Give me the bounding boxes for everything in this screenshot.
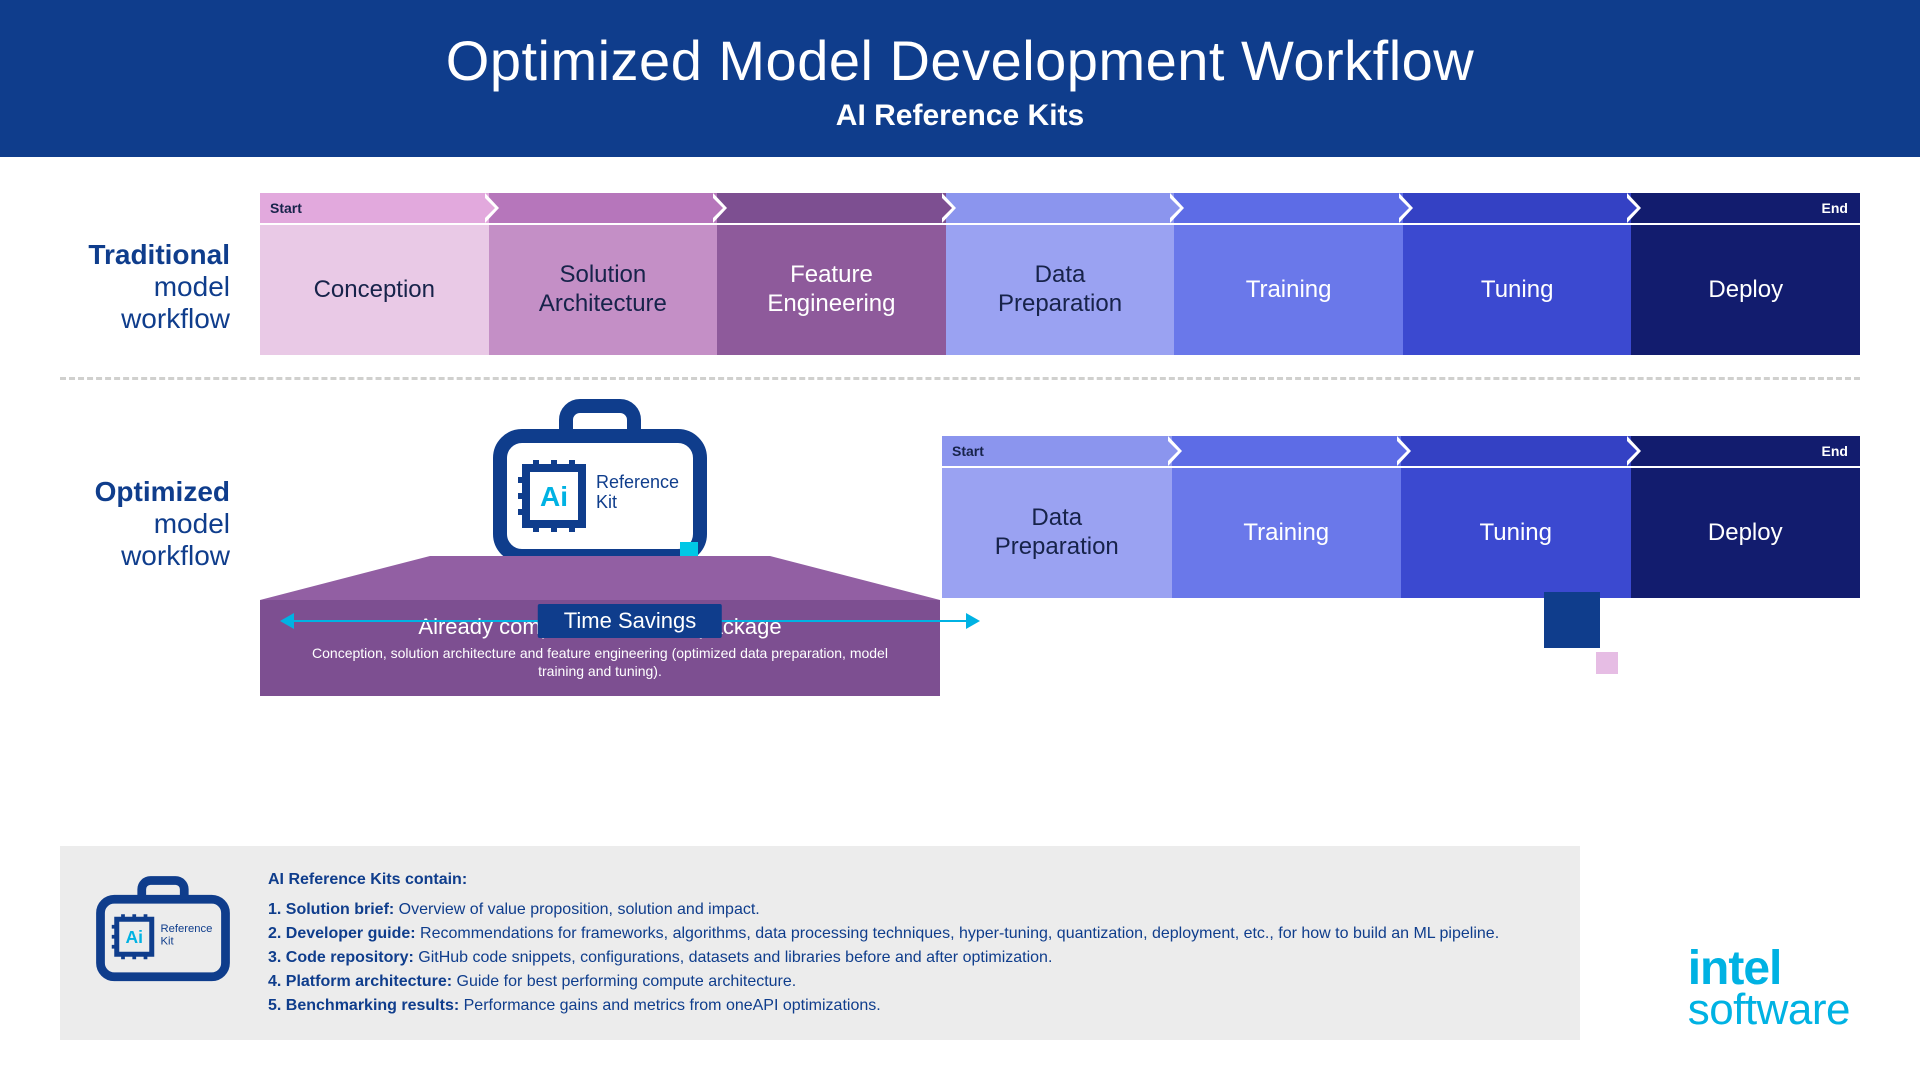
traditional-row: Traditional model workflow Start End Con… bbox=[60, 193, 1860, 355]
header-banner: Optimized Model Development Workflow AI … bbox=[0, 0, 1920, 157]
time-savings-label: Time Savings bbox=[538, 604, 722, 638]
optimized-right: Start End DataPreparationTrainingTuningD… bbox=[940, 406, 1860, 598]
footer-text: AI Reference Kits contain: 1. Solution b… bbox=[268, 868, 1499, 1018]
svg-text:Ai: Ai bbox=[126, 927, 144, 947]
kit-zone: Ai Reference Kit Already completed in st… bbox=[260, 406, 940, 598]
arrow-segment bbox=[489, 193, 718, 223]
stage-block: Tuning bbox=[1401, 468, 1631, 598]
traditional-label: Traditional model workflow bbox=[60, 193, 260, 336]
footer-kit-icon: Ai Reference Kit bbox=[88, 868, 238, 1018]
kit-icon: Ai Reference Kit bbox=[480, 390, 720, 575]
stage-block: FeatureEngineering bbox=[717, 225, 946, 355]
arrow-segment bbox=[1174, 193, 1403, 223]
completed-subtitle: Conception, solution architecture and fe… bbox=[290, 644, 910, 680]
svg-text:Kit: Kit bbox=[596, 492, 617, 512]
intel-software-logo: intel software bbox=[1688, 947, 1850, 1030]
optimized-row: Optimized model workflow bbox=[60, 406, 1860, 598]
stage-block: DataPreparation bbox=[942, 468, 1172, 598]
svg-text:Reference: Reference bbox=[596, 472, 679, 492]
row-divider bbox=[60, 377, 1860, 380]
svg-text:Reference: Reference bbox=[161, 923, 213, 935]
start-label: Start bbox=[270, 200, 302, 216]
page-subtitle: AI Reference Kits bbox=[0, 99, 1920, 133]
stage-block: SolutionArchitecture bbox=[489, 225, 718, 355]
footer-item: 2. Developer guide: Recommendations for … bbox=[268, 922, 1499, 946]
start-label: Start bbox=[952, 443, 984, 459]
trapezoid-shape bbox=[260, 556, 940, 600]
stage-block: Deploy bbox=[1631, 468, 1861, 598]
software-word: software bbox=[1688, 990, 1850, 1030]
optimized-arrow-bar: Start End bbox=[942, 436, 1860, 466]
decor-square-navy bbox=[1544, 592, 1600, 648]
time-savings-line: Time Savings bbox=[292, 620, 968, 622]
main-content: Traditional model workflow Start End Con… bbox=[0, 157, 1920, 598]
decor-square-pink bbox=[1596, 652, 1618, 674]
footer-item: 5. Benchmarking results: Performance gai… bbox=[268, 994, 1499, 1018]
stage-block: Training bbox=[1174, 225, 1403, 355]
arrow-segment bbox=[1172, 436, 1402, 466]
arrow-segment bbox=[946, 193, 1175, 223]
stage-block: Tuning bbox=[1403, 225, 1632, 355]
footer-item: 1. Solution brief: Overview of value pro… bbox=[268, 898, 1499, 922]
arrow-segment bbox=[717, 193, 946, 223]
optimized-stages: DataPreparationTrainingTuningDeploy bbox=[942, 468, 1860, 598]
svg-text:Ai: Ai bbox=[540, 481, 568, 512]
svg-text:Kit: Kit bbox=[161, 935, 175, 947]
arrow-segment bbox=[1401, 436, 1631, 466]
optimized-workflow: Ai Reference Kit Already completed in st… bbox=[260, 406, 1860, 598]
page-title: Optimized Model Development Workflow bbox=[0, 28, 1920, 93]
footer-item: 3. Code repository: GitHub code snippets… bbox=[268, 946, 1499, 970]
traditional-stages: ConceptionSolutionArchitectureFeatureEng… bbox=[260, 225, 1860, 355]
stage-block: Training bbox=[1172, 468, 1402, 598]
time-savings-arrow: Time Savings bbox=[280, 620, 980, 622]
stage-block: DataPreparation bbox=[946, 225, 1175, 355]
footer-items: 1. Solution brief: Overview of value pro… bbox=[268, 898, 1499, 1018]
stage-block: Deploy bbox=[1631, 225, 1860, 355]
footer-title: AI Reference Kits contain: bbox=[268, 868, 1499, 892]
stage-block: Conception bbox=[260, 225, 489, 355]
end-label: End bbox=[1822, 443, 1848, 459]
footer-box: Ai Reference Kit AI Reference Kits conta… bbox=[60, 846, 1580, 1040]
traditional-arrow-bar: Start End bbox=[260, 193, 1860, 223]
optimized-label: Optimized model workflow bbox=[60, 406, 260, 573]
arrow-segment bbox=[1403, 193, 1632, 223]
traditional-workflow: Start End ConceptionSolutionArchitecture… bbox=[260, 193, 1860, 355]
footer-item: 4. Platform architecture: Guide for best… bbox=[268, 970, 1499, 994]
intel-word: intel bbox=[1688, 947, 1850, 990]
end-label: End bbox=[1822, 200, 1848, 216]
